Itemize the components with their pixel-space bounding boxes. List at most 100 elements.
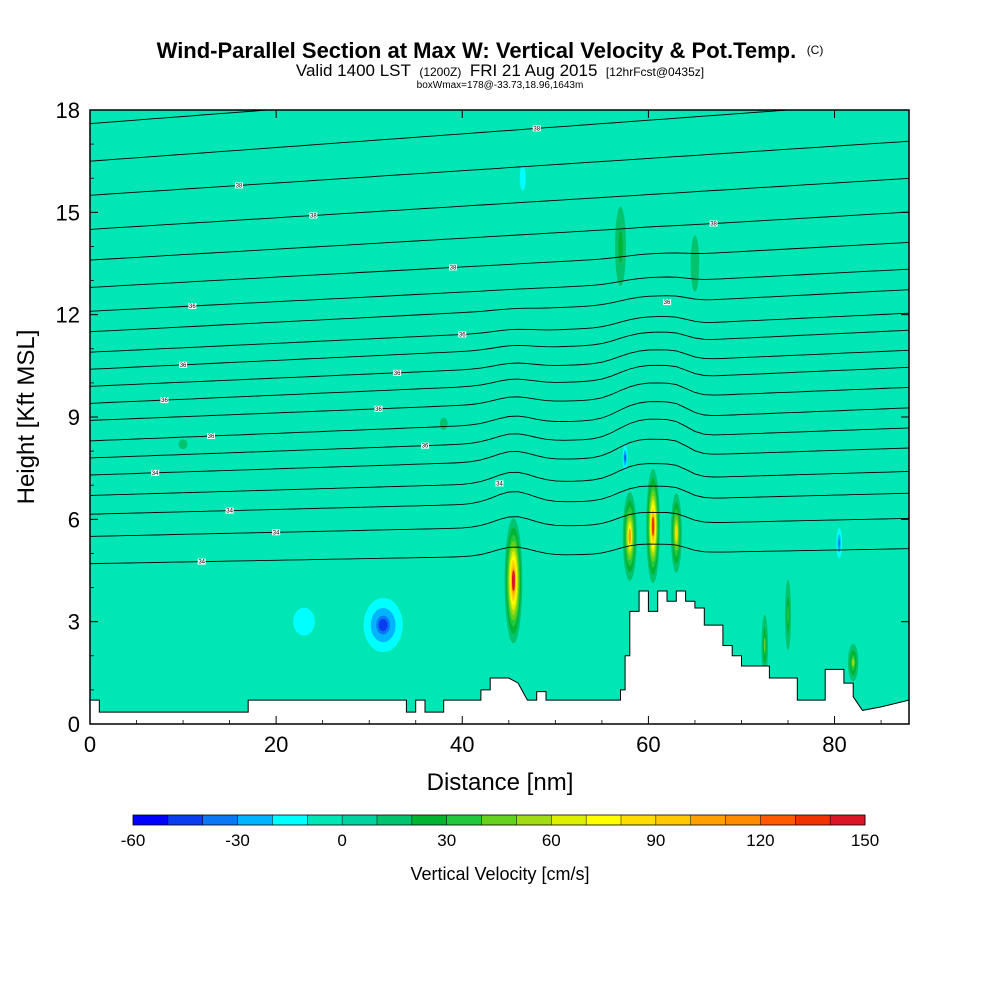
theta-contour-line [90, 511, 909, 537]
colorbar-swatch [551, 815, 587, 825]
chart-subtitle-fcst: [12hrFcst@0435z] [606, 65, 704, 79]
theta-contour-line [90, 177, 909, 230]
updraft-contour [763, 638, 766, 653]
theta-contour-label: 38 [533, 126, 540, 132]
theta-contour-line [90, 349, 909, 387]
theta-contour-label: 36 [422, 444, 429, 450]
updraft-contour [439, 417, 448, 430]
colorbar-title: Vertical Velocity [cm/s] [410, 864, 589, 884]
theta-contour-label: 38 [310, 213, 317, 219]
colorbar-swatch [655, 815, 692, 825]
updraft-contour [852, 658, 855, 667]
theta-contour-line [90, 401, 909, 442]
colorbar-swatch [167, 815, 204, 825]
theta-contour-line [90, 312, 909, 353]
colorbar-tick-label: -60 [121, 831, 146, 850]
x-tick-label: 0 [84, 732, 96, 757]
colorbar-tick-label: 60 [542, 831, 561, 850]
x-tick-label: 80 [822, 732, 846, 757]
colorbar-swatch [202, 815, 239, 825]
downdraft-contour [624, 455, 626, 461]
theta-contour-label: 38 [710, 222, 717, 228]
updraft-contour [618, 230, 623, 263]
theta-contour-line [90, 211, 909, 261]
y-tick-label: 12 [56, 303, 80, 328]
theta-contour-label-bg [188, 303, 197, 310]
theta-contour-label-bg [309, 212, 318, 219]
chart-title: Wind-Parallel Section at Max W: Vertical… [157, 38, 797, 63]
colorbar-swatch [481, 815, 517, 825]
colorbar-swatch [342, 815, 378, 825]
theta-contour-label-bg [458, 331, 467, 338]
theta-contour-label: 36 [394, 371, 401, 377]
theta-contour-label-bg [225, 507, 234, 514]
theta-contour-line [90, 438, 909, 476]
updraft-contour [787, 605, 789, 624]
theta-contour-label-bg [709, 220, 718, 227]
downdraft-contour [293, 607, 315, 636]
theta-contour-label: 34 [226, 509, 233, 515]
colorbar-swatch [272, 815, 308, 825]
chart-subtitle-date: FRI 21 Aug 2015 [470, 61, 598, 80]
chart-title-mark: (C) [807, 43, 824, 57]
theta-contour-label: 34 [198, 560, 205, 566]
theta-contour-label-bg [374, 405, 383, 412]
theta-contour-line [90, 543, 909, 565]
colorbar-swatch [307, 815, 343, 825]
theta-contour-label: 36 [180, 363, 187, 369]
theta-contour-label: 38 [236, 183, 243, 189]
downdraft-contour [197, 590, 235, 673]
theta-contour-label-bg [160, 397, 169, 404]
velocity-field [178, 110, 859, 682]
theta-contour-label: 36 [189, 304, 196, 310]
chart-subtitle-z: (1200Z) [419, 65, 461, 79]
x-tick-label: 40 [450, 732, 474, 757]
theta-contour-label-bg [495, 480, 504, 487]
x-tick-label: 20 [264, 732, 288, 757]
theta-contour-line [90, 110, 794, 162]
theta-contour-label: 36 [459, 332, 466, 338]
colorbar-swatch [586, 815, 622, 825]
theta-contour-line [90, 110, 273, 125]
downdraft-contour [378, 618, 388, 632]
theta-contour-line [90, 140, 909, 196]
colorbar-tick-label: 150 [851, 831, 879, 850]
plot-area: 34 34 34 34 34 36 36 36 36 36 36 36 36 36 38 38 38 38 38 [90, 110, 909, 724]
colorbar-tick-label: 0 [337, 831, 346, 850]
y-axis-title: Height [Kft MSL] [13, 330, 40, 505]
colorbar-tick-label: 90 [646, 831, 665, 850]
colorbar-swatch [237, 815, 273, 825]
theta-contour-label-bg [234, 182, 243, 189]
theta-contour-label: 36 [375, 407, 382, 413]
y-tick-label: 18 [56, 98, 80, 123]
updraft-contour [628, 528, 632, 545]
y-tick-label: 6 [68, 507, 80, 532]
colorbar-frame [132, 814, 866, 826]
updraft-contour [651, 516, 655, 536]
theta-contour-line [90, 241, 909, 288]
downdraft-contour [519, 165, 526, 191]
theta-contours: 34 34 34 34 34 36 36 36 36 36 36 36 36 36 38 38 38 38 38 [90, 110, 909, 566]
colorbar-swatch [377, 815, 413, 825]
colorbar-swatch [795, 815, 831, 825]
updraft-contour [178, 439, 188, 450]
chart-subtitle-line: Valid 1400 LST (1200Z) FRI 21 Aug 2015 [… [296, 61, 704, 80]
colorbar-swatch [133, 815, 169, 825]
x-tick-label: 60 [636, 732, 660, 757]
colorbar-swatch [411, 815, 448, 825]
updraft-contour [690, 235, 700, 292]
terrain-profile [90, 590, 909, 724]
theta-contour-label-bg [532, 125, 541, 132]
colorbar-swatch [690, 815, 727, 825]
colorbar-tick-label: 30 [437, 831, 456, 850]
theta-contour-line [90, 364, 909, 404]
colorbar-swatch [516, 815, 552, 825]
y-tick-label: 9 [68, 405, 80, 430]
colorbar-swatch [725, 815, 761, 825]
theta-contour-label: 34 [496, 481, 503, 487]
theta-contour-label-bg [179, 361, 188, 368]
x-axis-title: Distance [nm] [427, 769, 574, 796]
theta-contour-label: 34 [273, 530, 280, 536]
theta-contour-label: 36 [664, 300, 671, 306]
